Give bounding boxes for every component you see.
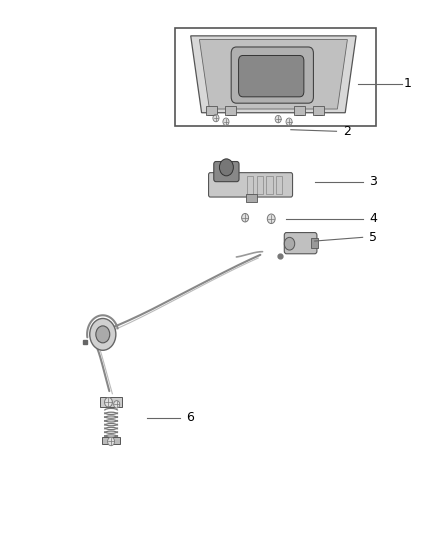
Circle shape [105,398,113,407]
Bar [176,28,376,126]
Bar [247,194,257,203]
Bar [100,398,122,407]
Bar [102,437,120,444]
Bar [205,107,217,115]
Polygon shape [191,36,356,113]
Circle shape [223,118,229,125]
Circle shape [108,437,115,446]
FancyBboxPatch shape [214,161,239,182]
Bar [311,238,318,248]
Bar [266,176,272,194]
Circle shape [267,214,275,223]
Circle shape [90,318,116,350]
Text: 2: 2 [343,125,351,138]
Circle shape [275,115,281,123]
Bar [247,176,253,194]
Circle shape [284,237,295,250]
Text: 4: 4 [369,212,377,225]
Bar [313,107,324,115]
Text: 1: 1 [404,77,412,90]
FancyBboxPatch shape [239,55,304,97]
Polygon shape [199,39,347,109]
Bar [257,176,263,194]
Text: 6: 6 [186,411,194,424]
FancyBboxPatch shape [284,232,317,254]
Circle shape [96,326,110,343]
Bar [225,107,237,115]
FancyBboxPatch shape [231,47,314,103]
FancyBboxPatch shape [208,173,293,197]
Text: 5: 5 [369,231,377,244]
Circle shape [213,114,219,122]
Bar [294,107,305,115]
Circle shape [286,118,292,125]
Circle shape [242,214,249,222]
Circle shape [219,159,233,176]
Circle shape [114,401,120,408]
Text: 3: 3 [369,175,377,188]
Bar [276,176,282,194]
